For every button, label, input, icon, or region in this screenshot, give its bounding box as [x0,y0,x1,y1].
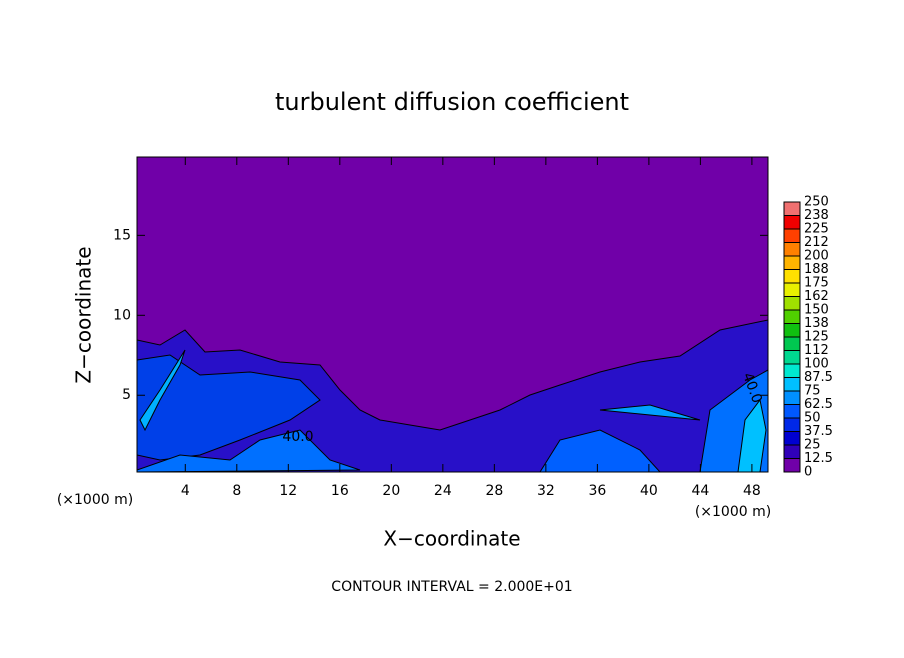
colorbar-label: 188 [804,262,829,277]
colorbar-band [784,431,800,445]
footnote: CONTOUR INTERVAL = 2.000E+01 [331,579,572,595]
colorbar-band [784,377,800,391]
x-tick-label: 4 [181,483,190,499]
colorbar-band [784,283,800,297]
colorbar-label: 125 [804,330,829,345]
colorbar-label: 62.5 [804,397,833,412]
x-tick-label: 28 [485,483,503,499]
colorbar-band [784,364,800,378]
x-tick-label: 36 [588,483,606,499]
y-axis-label: Z−coordinate [72,246,96,383]
x-unit-label: (×1000 m) [695,504,771,520]
colorbar-label: 225 [804,222,829,237]
x-tick-label: 48 [743,483,761,499]
y-tick-label: 5 [122,387,131,403]
colorbar-label: 238 [804,208,829,223]
colorbar-label: 0 [804,465,812,480]
colorbar-label: 50 [804,411,821,426]
colorbar-label: 75 [804,384,821,399]
colorbar-band [784,215,800,229]
y-tick-label: 10 [113,307,131,323]
colorbar-band [784,337,800,351]
colorbar-label: 87.5 [804,370,833,385]
x-tick-label: 44 [691,483,709,499]
colorbar-label: 12.5 [804,451,833,466]
colorbar-band [784,269,800,283]
colorbar-band [784,202,800,216]
x-tick-label: 12 [279,483,297,499]
x-tick-label: 8 [232,483,241,499]
colorbar-label: 200 [804,249,829,264]
colorbar-band [784,458,800,472]
y-tick-label: 15 [113,227,131,243]
colorbar-band [784,404,800,418]
colorbar-band [784,445,800,459]
colorbar-band [784,296,800,310]
x-tick-label: 32 [537,483,555,499]
colorbar-label: 112 [804,343,829,358]
field [137,157,768,472]
plot-frame [136,156,769,473]
x-tick-label: 40 [640,483,658,499]
colorbar-band [784,391,800,405]
x-tick-label: 24 [434,483,452,499]
colorbar-label: 100 [804,357,829,372]
colorbar-band [784,418,800,432]
x-unit-label: (×1000 m) [57,492,133,508]
colorbar-band [784,256,800,270]
colorbar-label: 138 [804,316,829,331]
chart-title: turbulent diffusion coefficient [275,88,629,116]
colorbar-band [784,310,800,324]
x-tick-label: 20 [382,483,400,499]
colorbar-label: 25 [804,438,821,453]
colorbar-label: 175 [804,276,829,291]
colorbar-band [784,229,800,243]
contour-label: 40.0 [282,429,313,445]
colorbar-label: 212 [804,235,829,250]
colorbar-band [784,323,800,337]
x-axis-label: X−coordinate [383,527,520,551]
colorbar-label: 37.5 [804,424,833,439]
colorbar-band [784,350,800,364]
colorbar-band [784,242,800,256]
colorbar-label: 162 [804,289,829,304]
colorbar-label: 150 [804,303,829,318]
colorbar-label: 250 [804,195,829,210]
x-tick-label: 16 [331,483,349,499]
